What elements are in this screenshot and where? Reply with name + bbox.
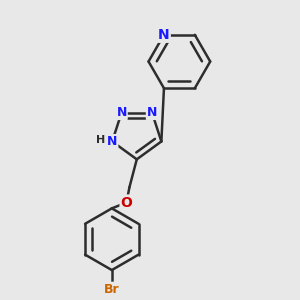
Text: H: H xyxy=(96,135,106,145)
Text: N: N xyxy=(116,106,127,119)
Text: N: N xyxy=(158,28,170,42)
Text: N: N xyxy=(107,135,117,148)
Text: O: O xyxy=(121,196,132,209)
Text: N: N xyxy=(147,106,157,119)
Text: Br: Br xyxy=(104,283,120,296)
